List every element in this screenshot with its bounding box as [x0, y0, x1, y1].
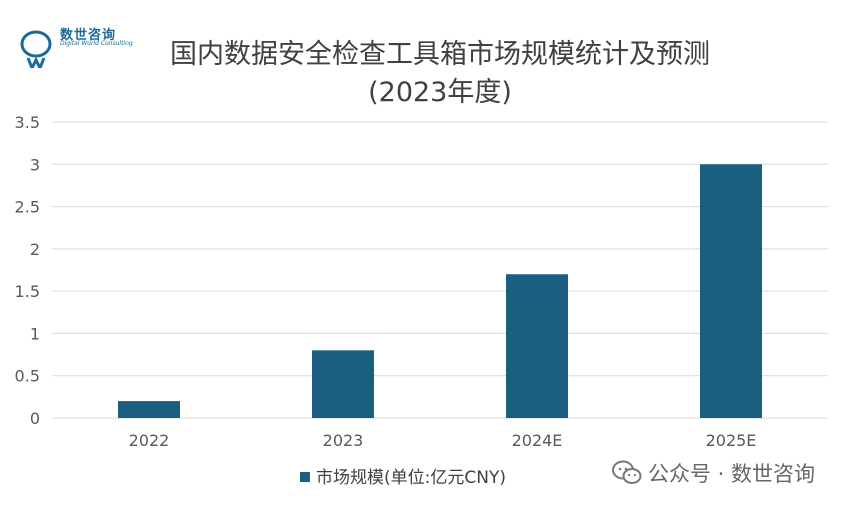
- y-tick-label: 2: [30, 240, 40, 259]
- x-tick-label: 2023: [323, 431, 364, 450]
- y-tick-label: 1.5: [15, 282, 40, 301]
- y-tick-label: 0: [30, 409, 40, 428]
- bar: [506, 274, 568, 418]
- chart-title: 国内数据安全检查工具箱市场规模统计及预测: [170, 39, 710, 70]
- bar: [700, 164, 762, 418]
- chart-subtitle: (2023年度): [368, 77, 512, 108]
- x-tick-label: 2022: [129, 431, 170, 450]
- x-tick-label: 2025E: [706, 431, 757, 450]
- brand-logo: 数世咨询 Digital World Consulting: [18, 24, 133, 72]
- watermark: 公众号 · 数世咨询: [612, 458, 815, 488]
- y-tick-label: 3.5: [15, 113, 40, 132]
- legend-label: 市场规模(单位:亿元CNY): [316, 468, 506, 488]
- y-tick-label: 2.5: [15, 198, 40, 217]
- watermark-text: 公众号 · 数世咨询: [648, 462, 816, 486]
- bar: [118, 401, 180, 418]
- chart-legend: 市场规模(单位:亿元CNY): [300, 463, 506, 488]
- y-tick-label: 0.5: [15, 367, 40, 386]
- logo-mark-icon: [20, 30, 52, 72]
- legend-swatch: [300, 472, 310, 482]
- logo-brand-en: Digital World Consulting: [60, 40, 133, 47]
- wechat-icon: [612, 460, 642, 484]
- logo-brand-cn: 数世咨询: [60, 28, 117, 43]
- bar: [312, 350, 374, 418]
- x-tick-label: 2024E: [512, 431, 563, 450]
- y-tick-label: 3: [30, 155, 40, 174]
- y-tick-label: 1: [30, 324, 40, 343]
